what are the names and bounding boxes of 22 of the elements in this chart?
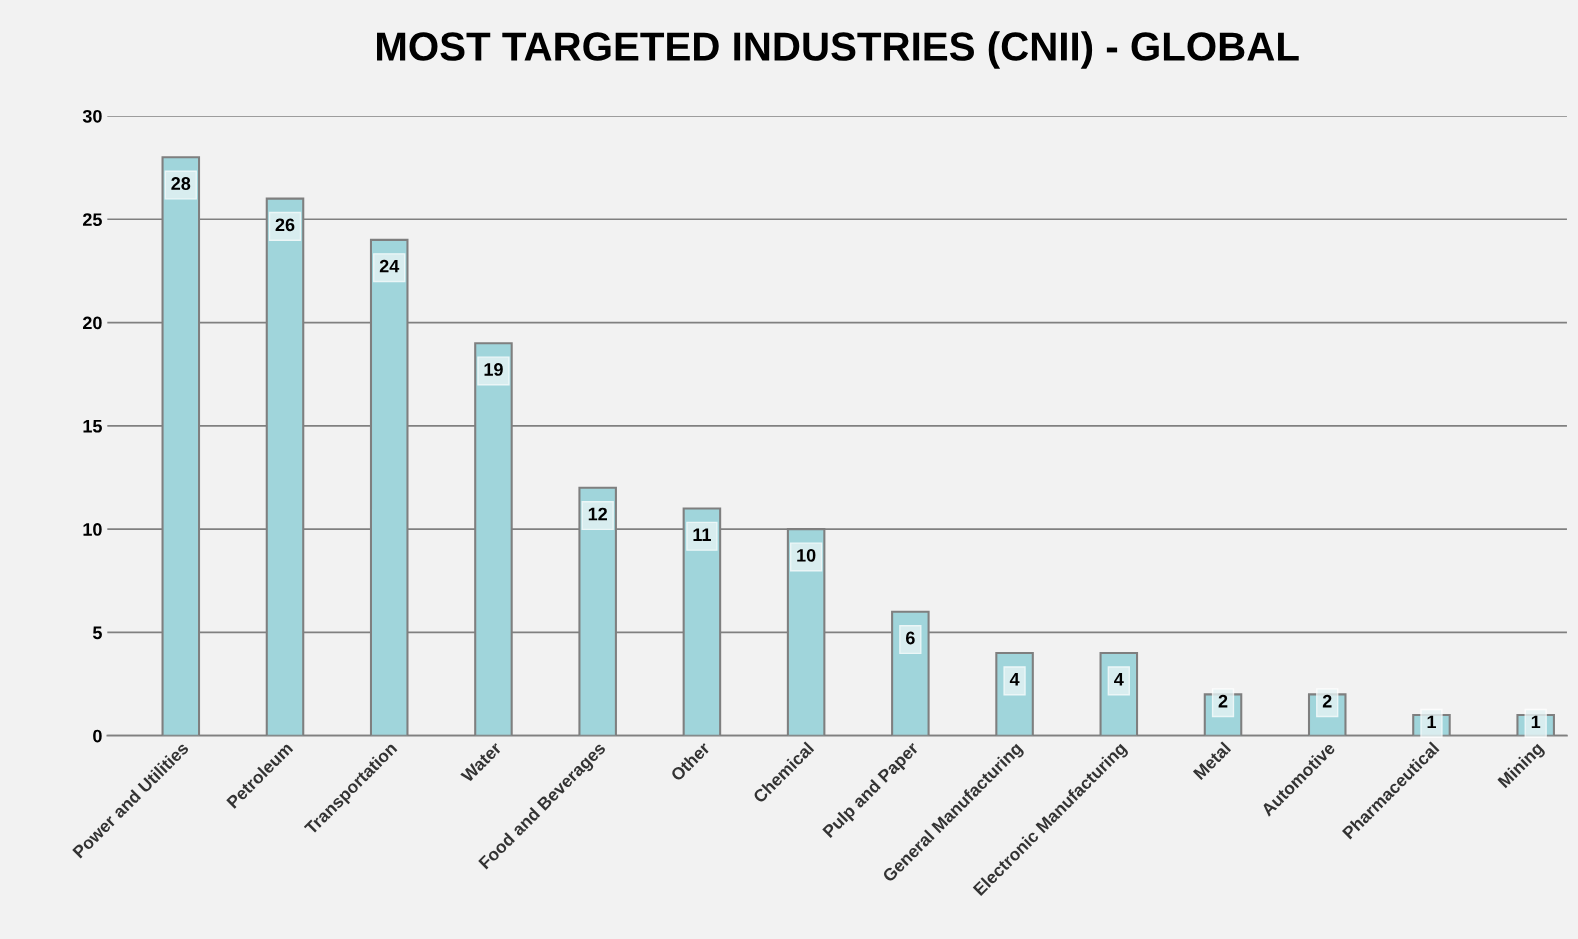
- data-label: 1: [1531, 715, 1541, 729]
- data-label: 28: [171, 177, 191, 190]
- y-tick-label: 10: [83, 523, 102, 536]
- y-tick-label: 30: [82, 109, 102, 123]
- data-label: 1: [1427, 715, 1436, 729]
- data-label: 24: [379, 259, 400, 273]
- data-label: 12: [588, 507, 607, 521]
- y-tick-label: 25: [82, 213, 102, 226]
- chart-title: MOST TARGETED INDUSTRIES (CNII) - GLOBAL: [377, 31, 1299, 69]
- data-label: 6: [905, 631, 915, 645]
- data-label: 2: [1218, 694, 1228, 708]
- y-tick-label: 5: [92, 626, 102, 640]
- data-label: 2: [1322, 694, 1332, 708]
- y-tick-label: 20: [82, 316, 102, 330]
- y-tick-label: 0: [93, 729, 102, 743]
- data-label: 4: [1114, 673, 1124, 686]
- data-label: 11: [693, 528, 711, 541]
- data-label: 19: [484, 363, 503, 376]
- data-label: 4: [1009, 673, 1020, 686]
- data-label: 26: [275, 218, 295, 232]
- data-label: 10: [797, 548, 816, 562]
- y-tick-label: 15: [83, 419, 102, 433]
